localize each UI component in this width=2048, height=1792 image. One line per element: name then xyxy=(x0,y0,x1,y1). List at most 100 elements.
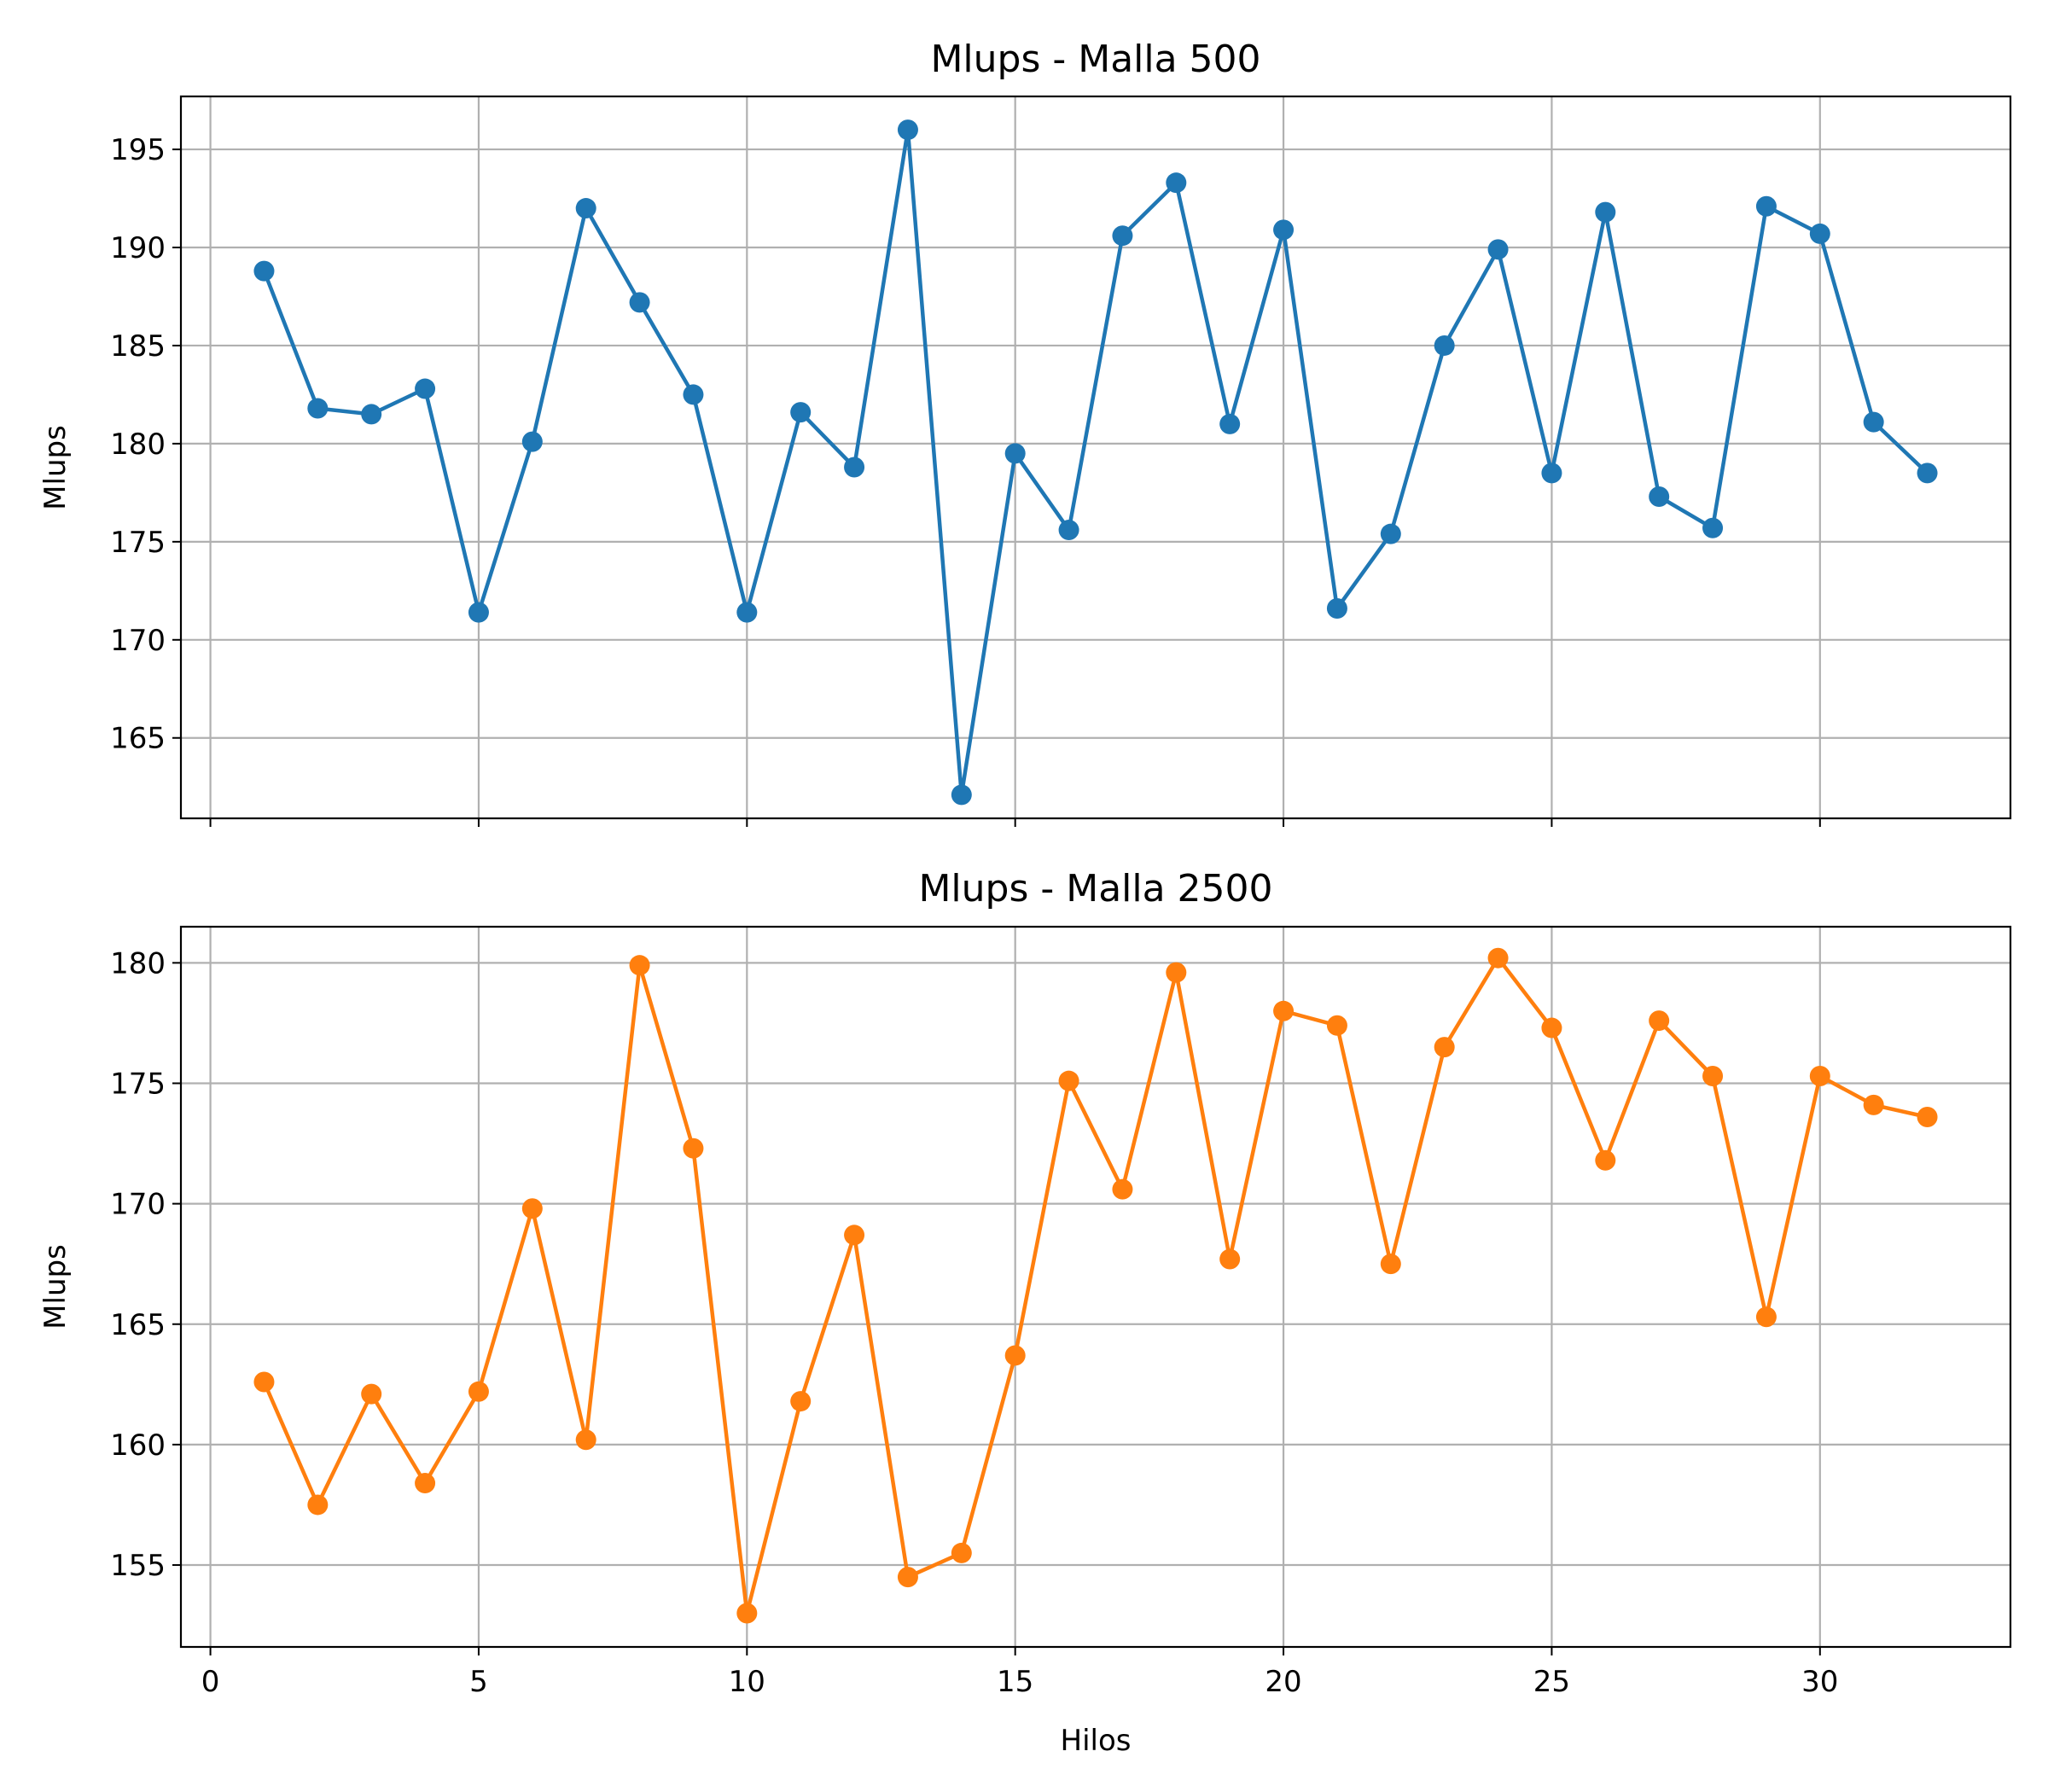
data-point xyxy=(1166,172,1187,194)
data-point xyxy=(1112,225,1133,247)
data-point xyxy=(1809,223,1830,244)
data-point xyxy=(736,1603,758,1624)
y-tick-label: 175 xyxy=(110,526,166,560)
series-line xyxy=(262,127,1929,797)
data-point xyxy=(415,378,436,399)
data-point xyxy=(1702,1066,1724,1087)
data-point xyxy=(1917,463,1938,484)
x-tick-label: 0 xyxy=(201,1665,220,1699)
data-point xyxy=(468,1381,489,1402)
data-point xyxy=(1058,1070,1079,1091)
axes-frame xyxy=(179,95,2012,820)
data-point xyxy=(1166,962,1187,983)
x-tick-label: 20 xyxy=(1265,1665,1301,1699)
axis-ticks: 0 5 10 15 20 25 30 155 160 165 170 175 180 xyxy=(110,946,1838,1699)
axes-frame xyxy=(179,925,2012,1649)
chart-title: Mlups - Malla 500 xyxy=(930,38,1260,81)
data-point xyxy=(1702,517,1724,538)
y-axis-label: Mlups xyxy=(38,425,73,510)
data-point xyxy=(307,398,329,419)
data-point xyxy=(521,431,543,452)
data-point xyxy=(683,384,704,405)
data-point xyxy=(736,602,758,623)
x-axis-label: Hilos xyxy=(1061,1724,1132,1758)
series-line xyxy=(262,956,1928,1615)
y-tick-label: 155 xyxy=(110,1549,166,1583)
y-tick-label: 165 xyxy=(110,722,166,756)
data-point xyxy=(1004,443,1026,464)
data-point xyxy=(951,784,972,806)
data-point xyxy=(521,1198,543,1219)
data-point xyxy=(1326,1015,1347,1036)
data-point xyxy=(575,1429,596,1451)
y-tick-label: 190 xyxy=(110,231,166,265)
data-point xyxy=(253,1371,275,1393)
y-tick-label: 185 xyxy=(110,329,166,364)
x-tick-label: 15 xyxy=(997,1665,1033,1699)
data-point xyxy=(1004,1345,1026,1366)
data-point xyxy=(1326,598,1347,620)
data-point xyxy=(415,1473,436,1494)
data-point xyxy=(1595,1149,1616,1171)
data-point xyxy=(361,404,382,425)
data-point xyxy=(1595,201,1616,223)
x-tick-label: 25 xyxy=(1533,1665,1570,1699)
data-point xyxy=(1487,947,1509,969)
data-point xyxy=(1434,335,1455,356)
data-point xyxy=(1863,1094,1884,1115)
data-point xyxy=(253,260,275,282)
data-point xyxy=(683,1137,704,1159)
data-point xyxy=(1273,1000,1295,1021)
data-point xyxy=(307,1494,329,1516)
data-points xyxy=(253,119,1938,806)
y-axis-label: Mlups xyxy=(38,1244,73,1329)
data-point xyxy=(1273,219,1295,241)
data-point xyxy=(1917,1106,1938,1127)
data-point xyxy=(1541,463,1562,484)
data-point xyxy=(951,1542,972,1563)
y-tick-label: 170 xyxy=(110,624,166,658)
data-point xyxy=(1487,239,1509,260)
data-point xyxy=(1541,1017,1562,1039)
x-tick-label: 30 xyxy=(1801,1665,1838,1699)
y-tick-label: 165 xyxy=(110,1308,166,1342)
data-point xyxy=(1755,195,1777,217)
axis-ticks: 165 170 175 180 185 190 195 xyxy=(110,133,1821,827)
chart-title: Mlups - Malla 2500 xyxy=(918,867,1272,911)
x-tick-label: 10 xyxy=(729,1665,765,1699)
data-point xyxy=(1434,1037,1455,1058)
data-point xyxy=(1755,1306,1777,1328)
data-point xyxy=(1112,1178,1133,1200)
data-point xyxy=(897,1567,918,1588)
data-point xyxy=(897,119,918,141)
data-point xyxy=(1380,523,1401,544)
x-tick-label: 5 xyxy=(469,1665,488,1699)
chart-panel-top: Mlups - Malla 500 Mlups 1651701751801851… xyxy=(38,38,2012,827)
y-tick-label: 180 xyxy=(110,428,166,462)
chart-panel-bottom: Mlups - Malla 2500 Mlups Hilos 0 5 10 15 20 2… xyxy=(38,867,2012,1758)
data-point xyxy=(1058,520,1079,541)
data-point xyxy=(790,1391,812,1412)
data-point xyxy=(1219,1248,1241,1270)
data-point xyxy=(1863,411,1884,433)
data-point xyxy=(361,1383,382,1405)
data-point xyxy=(1649,486,1670,507)
data-point xyxy=(790,402,812,423)
data-point xyxy=(1649,1010,1670,1032)
data-point xyxy=(844,457,865,478)
data-point xyxy=(1380,1254,1401,1275)
y-tick-label: 180 xyxy=(110,946,166,980)
data-point xyxy=(1809,1066,1830,1087)
data-points xyxy=(253,947,1938,1624)
data-point xyxy=(1219,413,1241,434)
data-point xyxy=(575,198,596,219)
y-tick-label: 160 xyxy=(110,1428,166,1463)
y-tick-label: 195 xyxy=(110,133,166,167)
data-point xyxy=(468,602,489,623)
data-point xyxy=(629,292,650,313)
data-point xyxy=(629,955,650,976)
y-tick-label: 170 xyxy=(110,1188,166,1222)
data-point xyxy=(844,1225,865,1246)
